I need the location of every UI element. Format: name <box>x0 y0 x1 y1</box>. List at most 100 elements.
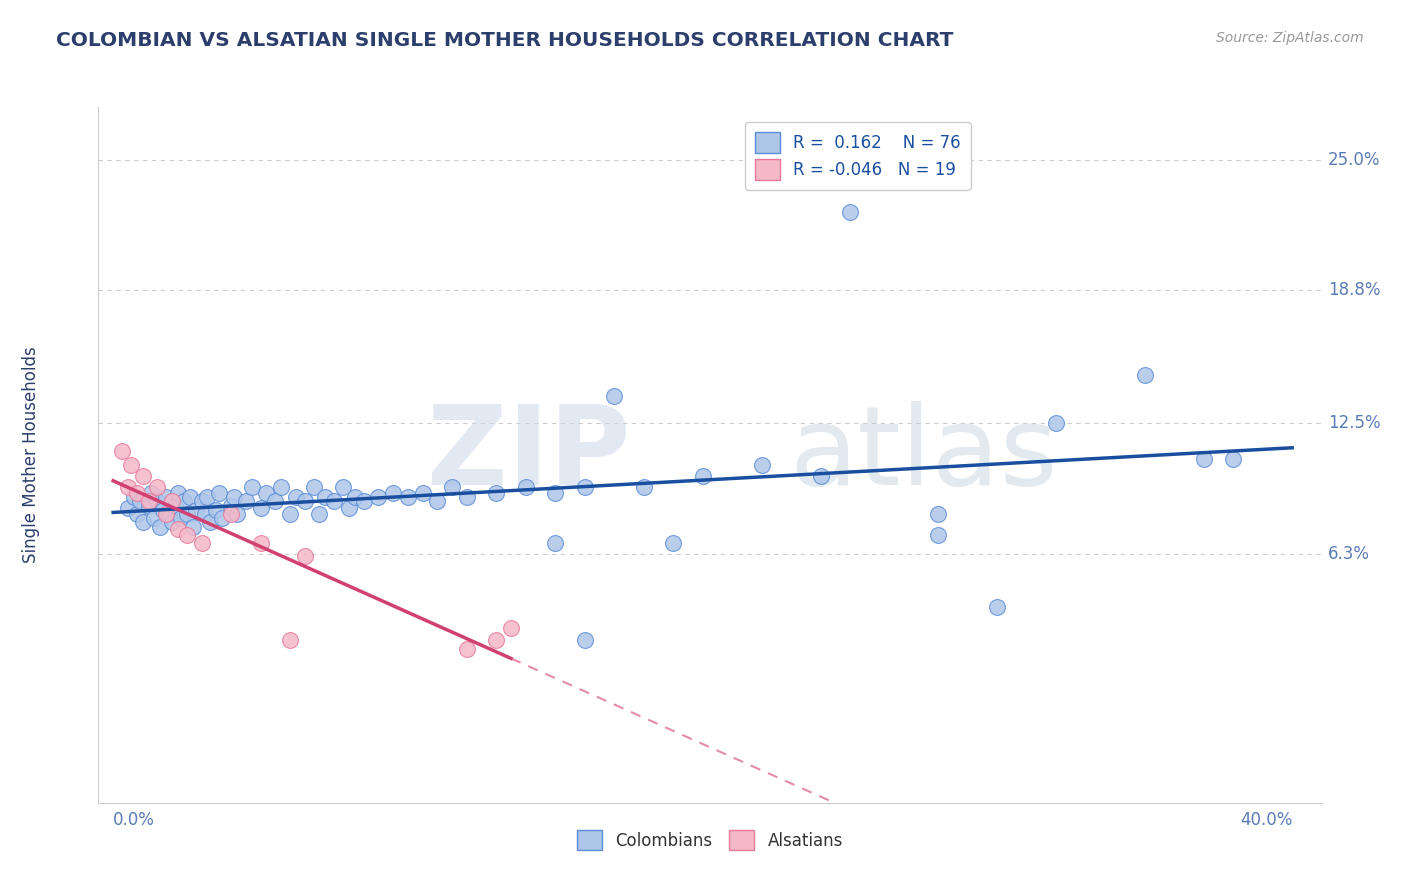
Text: 25.0%: 25.0% <box>1327 151 1381 169</box>
Point <box>125 507 148 521</box>
Point <box>308 507 330 521</box>
Point <box>138 499 160 513</box>
Point <box>205 502 228 516</box>
Point <box>200 516 222 530</box>
Point <box>751 458 773 473</box>
Point <box>254 486 277 500</box>
Point <box>143 511 166 525</box>
Point <box>141 486 163 500</box>
Point <box>211 511 233 525</box>
Point <box>128 494 150 508</box>
Point <box>208 486 231 500</box>
Point <box>367 490 389 504</box>
Point <box>167 486 190 500</box>
Point <box>323 494 346 508</box>
Point <box>125 486 148 500</box>
Point <box>219 507 242 521</box>
Point <box>1045 417 1067 431</box>
Point <box>662 536 685 550</box>
Point <box>515 479 537 493</box>
Text: ZIP: ZIP <box>427 401 630 508</box>
Point <box>810 469 832 483</box>
Point <box>219 499 242 513</box>
Point <box>314 490 336 504</box>
Point <box>302 479 325 493</box>
Point <box>544 536 567 550</box>
Point <box>117 500 139 515</box>
Point <box>412 486 434 500</box>
Point <box>294 494 316 508</box>
Point <box>157 507 180 521</box>
Point <box>190 494 212 508</box>
Point <box>222 490 245 504</box>
Point <box>170 511 193 525</box>
Point <box>240 479 263 493</box>
Point <box>927 507 949 521</box>
Point <box>603 389 626 403</box>
Point <box>160 516 183 530</box>
Point <box>131 516 153 530</box>
Point <box>343 490 366 504</box>
Text: Single Mother Households: Single Mother Households <box>22 347 41 563</box>
Text: 40.0%: 40.0% <box>1240 811 1292 830</box>
Point <box>284 490 307 504</box>
Point <box>179 490 201 504</box>
Point <box>633 479 655 493</box>
Text: atlas: atlas <box>790 401 1059 508</box>
Point <box>249 536 271 550</box>
Point <box>574 479 596 493</box>
Text: 0.0%: 0.0% <box>112 811 155 830</box>
Point <box>839 205 862 219</box>
Point <box>574 633 596 648</box>
Legend: Colombians, Alsatians: Colombians, Alsatians <box>571 823 849 857</box>
Point <box>927 528 949 542</box>
Point <box>176 507 198 521</box>
Point <box>1192 452 1215 467</box>
Point <box>332 479 354 493</box>
Point <box>441 479 464 493</box>
Point <box>1222 452 1244 467</box>
Point <box>456 641 478 656</box>
Point <box>499 621 522 635</box>
Point <box>692 469 714 483</box>
Point <box>122 490 145 504</box>
Point <box>1133 368 1156 382</box>
Point <box>485 633 508 648</box>
Text: 18.8%: 18.8% <box>1327 282 1381 300</box>
Point <box>146 494 169 508</box>
Point <box>337 500 360 515</box>
Point <box>235 494 257 508</box>
Point <box>396 490 419 504</box>
Point <box>456 490 478 504</box>
Point <box>111 443 134 458</box>
Point <box>485 486 508 500</box>
Point <box>278 507 301 521</box>
Point <box>270 479 292 493</box>
Text: 12.5%: 12.5% <box>1327 414 1381 433</box>
Point <box>146 479 169 493</box>
Point <box>152 502 174 516</box>
Point <box>382 486 405 500</box>
Point <box>173 494 195 508</box>
Point <box>190 536 212 550</box>
Point <box>160 494 183 508</box>
Point <box>226 507 249 521</box>
Point <box>184 502 207 516</box>
Text: 6.3%: 6.3% <box>1327 545 1369 563</box>
Point <box>264 494 287 508</box>
Point <box>155 507 177 521</box>
Point <box>426 494 449 508</box>
Point <box>278 633 301 648</box>
Point <box>197 490 219 504</box>
Point <box>544 486 567 500</box>
Point <box>155 490 177 504</box>
Point <box>167 522 190 536</box>
Point <box>193 507 215 521</box>
Point <box>165 499 187 513</box>
Point <box>131 469 153 483</box>
Point <box>117 479 139 493</box>
Point <box>353 494 375 508</box>
Point <box>249 500 271 515</box>
Text: Source: ZipAtlas.com: Source: ZipAtlas.com <box>1216 31 1364 45</box>
Point <box>149 519 172 533</box>
